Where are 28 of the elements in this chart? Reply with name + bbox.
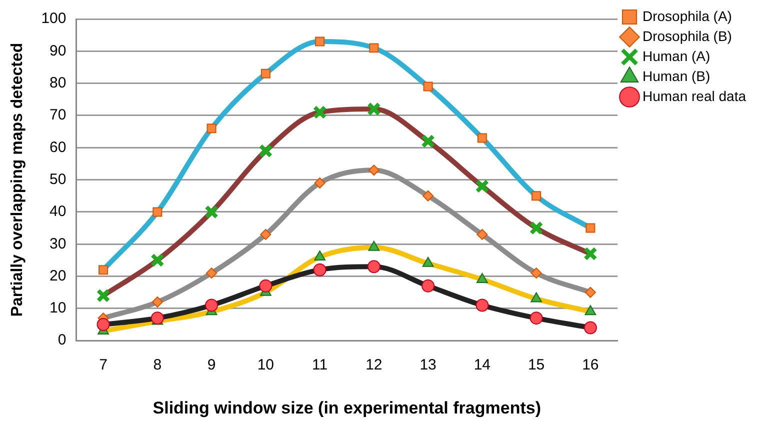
y-tick-label: 40 [50, 203, 66, 220]
x-tick-label: 8 [153, 356, 162, 374]
x-tick-label: 16 [582, 356, 599, 374]
x-tick-label: 9 [207, 356, 216, 374]
legend-label: Human (B) [642, 68, 710, 84]
y-tick-label: 10 [50, 300, 66, 317]
legend-label: Human real data [642, 88, 746, 104]
y-tick-label: 20 [50, 267, 66, 284]
y-tick-label: 50 [50, 170, 66, 188]
y-tick-label: 90 [50, 42, 66, 60]
y-axis-title: Partially overlapping maps detected [9, 42, 26, 317]
y-tick-label: 100 [41, 10, 66, 28]
y-tick-label: 0 [58, 332, 66, 349]
y-tick-label: 70 [50, 106, 66, 124]
y-tick-label: 80 [50, 74, 66, 92]
legend-label: Human (A) [642, 48, 710, 64]
x-tick-label: 13 [420, 356, 436, 374]
x-tick-label: 12 [366, 356, 382, 374]
x-tick-label: 15 [528, 356, 545, 374]
y-tick-label: 30 [50, 235, 66, 252]
x-axis-title: Sliding window size (in experimental fragments) [152, 398, 541, 418]
x-tick-label: 11 [312, 356, 328, 374]
x-tick-label: 10 [257, 356, 274, 374]
legend-label: Drosophila (B) [642, 28, 732, 44]
y-tick-label: 60 [50, 138, 66, 156]
x-tick-label: 14 [474, 356, 491, 374]
legend-label: Drosophila (A) [642, 8, 732, 24]
x-tick-label: 7 [99, 356, 108, 374]
